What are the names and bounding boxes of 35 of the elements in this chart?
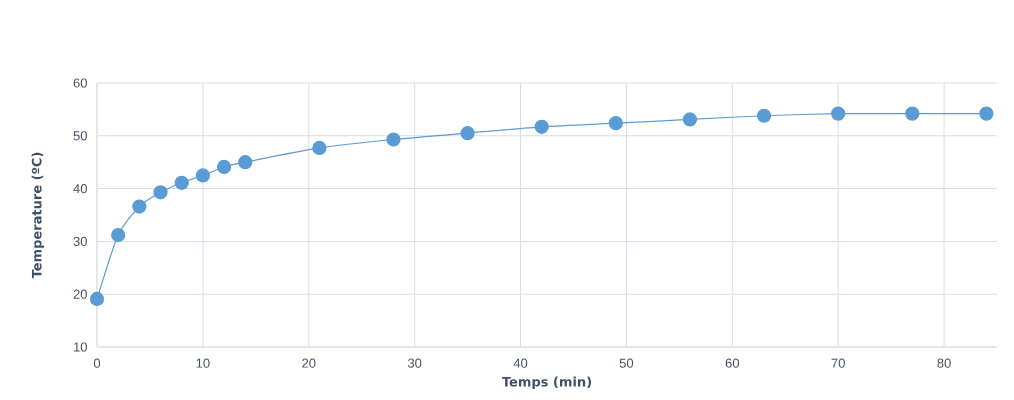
point xyxy=(756,108,772,123)
y-axis-title: Temperature (ºC) xyxy=(31,152,45,279)
point xyxy=(831,106,846,121)
y-tick-label: 10 xyxy=(74,342,87,352)
point xyxy=(89,291,105,307)
point xyxy=(132,199,147,214)
x-tick-label: 70 xyxy=(831,358,845,368)
point xyxy=(534,119,549,134)
point xyxy=(905,106,920,121)
point xyxy=(460,126,475,141)
point xyxy=(216,159,232,175)
y-tick-label: 30 xyxy=(73,236,87,246)
point xyxy=(153,185,168,200)
point xyxy=(386,132,401,147)
point xyxy=(312,140,327,156)
x-tick-label: 80 xyxy=(937,358,951,368)
point xyxy=(174,175,189,190)
point xyxy=(111,227,126,243)
x-axis-title: Temps (min) xyxy=(501,376,591,390)
x-tick-label: 30 xyxy=(407,358,422,368)
point xyxy=(608,116,623,131)
y-tick-label: 20 xyxy=(73,289,87,299)
x-tick-label: 10 xyxy=(196,358,210,368)
point xyxy=(238,155,253,170)
x-tick-label: 40 xyxy=(513,358,528,368)
y-tick-label: 60 xyxy=(73,78,87,88)
x-tick-label: 60 xyxy=(725,358,740,368)
point xyxy=(195,168,210,183)
x-tick-label: 0 xyxy=(93,358,101,368)
point xyxy=(682,112,698,127)
y-tick-label: 50 xyxy=(73,131,87,141)
x-tick-label: 20 xyxy=(302,358,316,368)
y-tick-label: 40 xyxy=(73,183,87,194)
point xyxy=(979,106,994,121)
x-tick-label: 50 xyxy=(619,358,634,368)
